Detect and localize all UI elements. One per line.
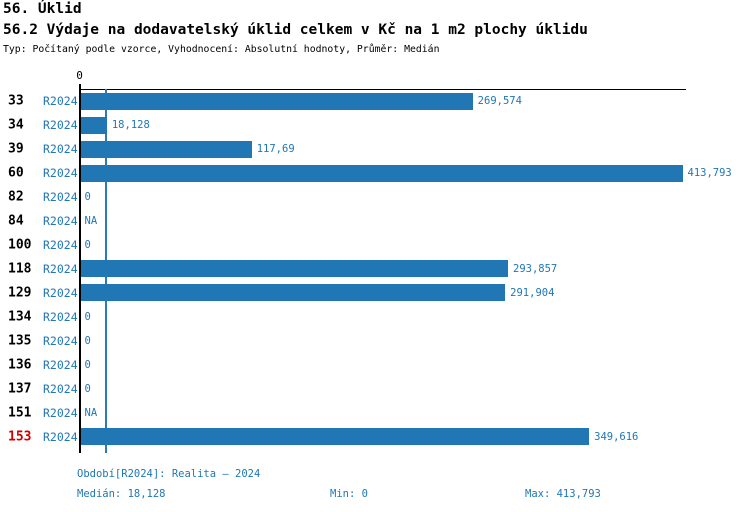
bar <box>80 260 508 278</box>
chart-title: 56.2 Výdaje na dodavatelský úklid celkem… <box>3 22 588 38</box>
row-id-label: 60 <box>8 165 24 181</box>
row-id-label: 134 <box>8 309 32 325</box>
bar-value-label: 0 <box>84 191 91 204</box>
row-id-label: 153 <box>8 429 32 445</box>
chart-row: 60 R2024 413,793 <box>0 161 750 185</box>
row-id-label: 33 <box>8 93 24 109</box>
bar-value-label: 269,574 <box>477 95 522 108</box>
chart-row: 39 R2024 117,69 <box>0 137 750 161</box>
bar-value-label: 349,616 <box>594 430 639 443</box>
row-period-label: R2024 <box>43 118 78 133</box>
chart-row: 34 R2024 18,128 <box>0 113 750 137</box>
page-title: 56. Úklid <box>3 1 82 17</box>
bar <box>80 140 252 158</box>
row-id-label: 137 <box>8 381 32 397</box>
row-period-label: R2024 <box>43 166 78 181</box>
row-period-label: R2024 <box>43 190 78 205</box>
footer-min: Min: 0 <box>330 488 368 500</box>
chart-row: 100 R2024 0 <box>0 233 750 257</box>
bar-value-label: 413,793 <box>687 167 732 180</box>
chart-row: 129 R2024 291,904 <box>0 281 750 305</box>
row-id-label: 151 <box>8 405 32 421</box>
bar <box>80 284 506 302</box>
bar-value-label: 0 <box>84 358 91 371</box>
row-period-label: R2024 <box>43 214 78 229</box>
chart-row: 84 R2024 NA <box>0 209 750 233</box>
row-id-label: 84 <box>8 213 24 229</box>
bar-value-label: 117,69 <box>256 143 295 156</box>
row-period-label: R2024 <box>43 309 78 324</box>
footer-period: Období[R2024]: Realita – 2024 <box>77 468 261 480</box>
chart-row: 134 R2024 0 <box>0 305 750 329</box>
chart-meta: Typ: Počítaný podle vzorce, Vyhodnocení:… <box>3 44 440 55</box>
row-period-label: R2024 <box>43 405 78 420</box>
bar-value-label: 0 <box>84 238 91 251</box>
row-id-label: 135 <box>8 333 32 349</box>
chart-row: 137 R2024 0 <box>0 377 750 401</box>
bar-value-label: NA <box>84 406 98 419</box>
row-period-label: R2024 <box>43 261 78 276</box>
row-period-label: R2024 <box>43 357 78 372</box>
row-id-label: 136 <box>8 357 32 373</box>
row-period-label: R2024 <box>43 142 78 157</box>
chart-row: 153 R2024 349,616 <box>0 425 750 449</box>
row-id-label: 39 <box>8 141 24 157</box>
row-id-label: 118 <box>8 261 32 277</box>
chart-row: 135 R2024 0 <box>0 329 750 353</box>
row-id-label: 129 <box>8 285 32 301</box>
row-period-label: R2024 <box>43 285 78 300</box>
footer-max: Max: 413,793 <box>525 488 601 500</box>
bar-value-label: 0 <box>84 334 91 347</box>
row-period-label: R2024 <box>43 94 78 109</box>
bar-value-label: 293,857 <box>513 262 558 275</box>
bar-value-label: 0 <box>84 382 91 395</box>
y-axis-line <box>79 84 81 453</box>
footer-median: Medián: 18,128 <box>77 488 166 500</box>
chart-row: 33 R2024 269,574 <box>0 89 750 113</box>
bar <box>80 92 473 110</box>
axis-zero-tick-label: 0 <box>76 69 83 82</box>
bar <box>80 116 107 134</box>
bar <box>80 428 590 446</box>
bar-value-label: 291,904 <box>510 286 555 299</box>
row-period-label: R2024 <box>43 333 78 348</box>
x-axis-line <box>79 88 686 90</box>
bar-value-label: 0 <box>84 310 91 323</box>
bar-value-label: NA <box>84 215 98 228</box>
row-id-label: 100 <box>8 237 32 253</box>
chart-rows: 33 R2024 269,574 34 R2024 18,128 39 R2024 117,69… <box>0 89 750 449</box>
row-period-label: R2024 <box>43 429 78 444</box>
row-period-label: R2024 <box>43 237 78 252</box>
row-period-label: R2024 <box>43 381 78 396</box>
row-id-label: 82 <box>8 189 24 205</box>
bar-value-label: 18,128 <box>111 119 150 132</box>
chart-row: 151 R2024 NA <box>0 401 750 425</box>
chart-row: 82 R2024 0 <box>0 185 750 209</box>
chart-row: 136 R2024 0 <box>0 353 750 377</box>
row-id-label: 34 <box>8 117 24 133</box>
chart-row: 118 R2024 293,857 <box>0 257 750 281</box>
bar <box>80 164 683 182</box>
